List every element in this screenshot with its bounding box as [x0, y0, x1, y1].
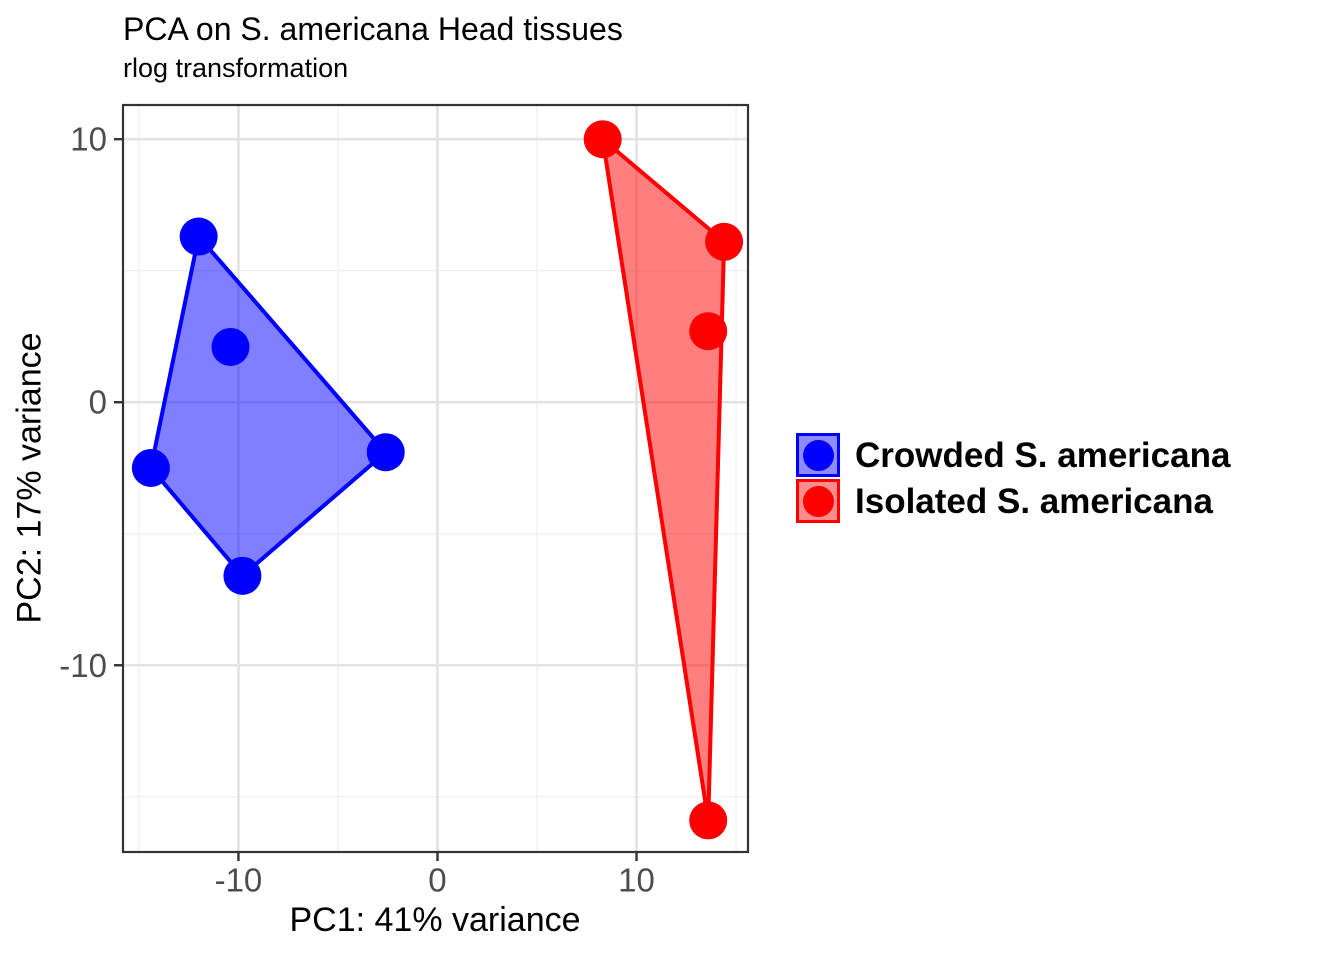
data-point-isolated — [583, 120, 622, 159]
y-tick-label: 0 — [89, 384, 107, 421]
x-tick-label: 10 — [618, 862, 655, 899]
y-tick-label: -10 — [59, 647, 107, 684]
x-tick-label: -10 — [215, 862, 263, 899]
data-point-crowded — [179, 217, 218, 256]
y-axis-title: PC2: 17% variance — [10, 332, 49, 624]
x-tick-label: 0 — [428, 862, 446, 899]
legend-label-crowded: Crowded S. americana — [855, 435, 1231, 475]
legend-swatch-crowded — [796, 433, 840, 477]
legend: Crowded S. americana Isolated S. america… — [796, 433, 1230, 523]
hull-isolated — [600, 137, 727, 823]
point-icon — [802, 485, 834, 517]
x-axis-title: PC1: 41% variance — [289, 901, 581, 939]
legend-label-isolated: Isolated S. americana — [855, 481, 1213, 521]
panel-border — [121, 103, 750, 854]
data-point-isolated — [689, 801, 728, 840]
y-tick-label: 10 — [70, 121, 107, 158]
chart-title: PCA on S. americana Head tissues — [123, 11, 623, 47]
point-icon — [802, 439, 834, 471]
legend-swatch-isolated — [796, 479, 840, 523]
data-point-isolated — [689, 312, 728, 351]
data-point-crowded — [131, 448, 170, 487]
chart-subtitle: rlog transformation — [123, 53, 349, 83]
legend-item-crowded: Crowded S. americana — [796, 433, 1230, 477]
legend-item-isolated: Isolated S. americana — [796, 479, 1230, 523]
data-point-isolated — [705, 222, 744, 261]
data-point-crowded — [366, 433, 405, 472]
data-point-crowded — [223, 556, 262, 595]
data-point-crowded — [211, 327, 250, 366]
